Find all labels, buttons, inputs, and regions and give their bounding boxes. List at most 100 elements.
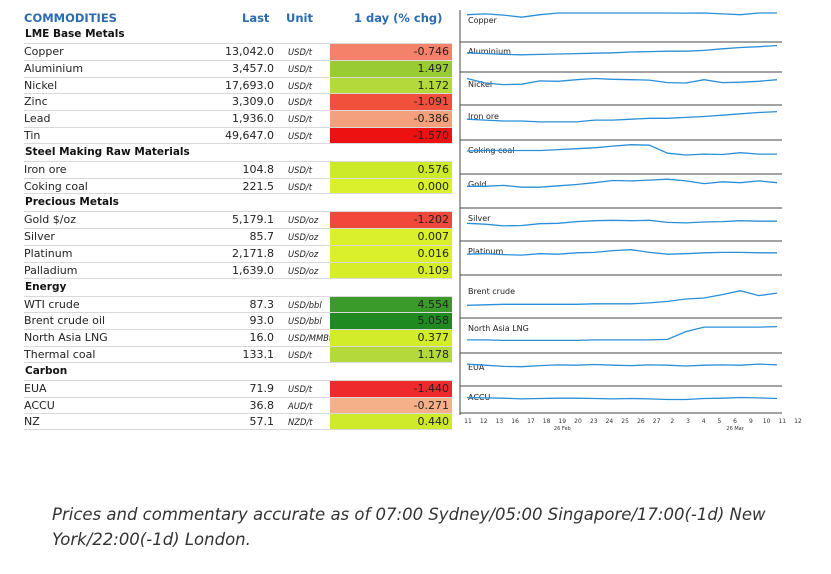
unit: USD/t bbox=[288, 130, 313, 141]
unit: USD/oz bbox=[288, 265, 319, 276]
unit: USD/bbl bbox=[288, 299, 322, 310]
table-row: Iron ore 104.8 USD/t 0.576 bbox=[24, 160, 452, 178]
unit: USD/t bbox=[288, 181, 313, 192]
last-price: 1,639.0 bbox=[232, 263, 274, 277]
x-tick-label: 27 bbox=[653, 418, 661, 425]
sparkline-label: Aluminium bbox=[468, 47, 511, 56]
commodity-name: Palladium bbox=[24, 263, 78, 277]
last-price: 221.5 bbox=[242, 179, 275, 193]
x-tick-label: 3 bbox=[686, 418, 690, 425]
sparkline-series bbox=[466, 110, 778, 123]
sparkline-label: Platinum bbox=[468, 247, 503, 256]
commodity-name: NZ bbox=[24, 415, 40, 429]
sparkline-series bbox=[466, 144, 777, 156]
last-price: 87.3 bbox=[249, 297, 275, 311]
unit: USD/t bbox=[288, 63, 313, 74]
change-cell: -1.570 bbox=[330, 127, 452, 143]
unit: USD/t bbox=[288, 349, 313, 360]
unit: USD/t bbox=[288, 80, 313, 91]
table-header: COMMODITIES Last Unit 1 day (% chg) bbox=[24, 9, 452, 26]
change-cell: 0.000 bbox=[330, 178, 452, 194]
group-rows: EUA 71.9 USD/t -1.440 ACCU 36.8 AUD/t -0.271 NZ 5… bbox=[24, 379, 452, 431]
x-tick-label: 4 bbox=[702, 418, 706, 425]
change-cell: 0.007 bbox=[330, 229, 452, 245]
last-price: 49,647.0 bbox=[225, 128, 274, 142]
unit: USD/t bbox=[288, 97, 313, 108]
unit: USD/t bbox=[288, 164, 313, 175]
unit: USD/t bbox=[288, 383, 313, 394]
commodities-table: COMMODITIES Last Unit 1 day (% chg) LME … bbox=[24, 9, 452, 431]
x-tick-label: 12 bbox=[480, 418, 488, 425]
footnote: Prices and commentary accurate as of 07:… bbox=[52, 505, 766, 549]
x-tick-label: 10 bbox=[763, 418, 771, 425]
change-cell: 0.377 bbox=[330, 330, 452, 346]
table-body: LME Base Metals Copper 13,042.0 USD/t -0.746… bbox=[24, 26, 452, 431]
sparkline-series bbox=[467, 178, 778, 188]
group-header: LME Base Metals bbox=[25, 28, 125, 40]
group-header: Steel Making Raw Materials bbox=[25, 145, 190, 158]
commodity-name: Zinc bbox=[24, 95, 48, 109]
header-last: Last bbox=[242, 11, 270, 25]
commodity-name: Lead bbox=[24, 112, 51, 126]
change-cell: -1.091 bbox=[330, 94, 452, 111]
commodity-name: North Asia LNG bbox=[24, 331, 108, 345]
commodity-name: Aluminium bbox=[24, 61, 84, 75]
table-row: WTI crude 87.3 USD/bbl 4.554 bbox=[24, 295, 452, 313]
table-row: Zinc 3,309.0 USD/t -1.091 bbox=[24, 93, 452, 111]
unit: USD/oz bbox=[288, 215, 319, 226]
table-row: North Asia LNG 16.0 USD/MMBtu 0.377 bbox=[24, 329, 452, 346]
table-row: Brent crude oil 93.0 USD/bbl 5.058 bbox=[24, 312, 452, 330]
x-tick-label: 25 bbox=[621, 418, 629, 425]
last-price: 16.0 bbox=[249, 331, 275, 345]
last-price: 57.1 bbox=[249, 415, 275, 429]
change-cell: 1.497 bbox=[330, 60, 452, 77]
x-tick-label: 26 bbox=[637, 418, 645, 425]
commodity-name: ACCU bbox=[24, 398, 55, 412]
table-row: NZ 57.1 NZD/t 0.440 bbox=[24, 413, 452, 431]
table-row: Thermal coal 133.1 USD/t 1.178 bbox=[24, 345, 452, 363]
sparkline-label: Silver bbox=[468, 214, 491, 223]
x-tick-label: 20 bbox=[574, 418, 582, 425]
table-row: Tin 49,647.0 USD/t -1.570 bbox=[24, 126, 452, 144]
last-price: 71.9 bbox=[249, 381, 275, 395]
commodity-name: Coking coal bbox=[24, 179, 88, 193]
change-cell: 0.440 bbox=[330, 414, 452, 430]
unit: USD/MMBtu bbox=[288, 333, 338, 344]
x-tick-label: 9 bbox=[749, 418, 753, 425]
change-cell: 5.058 bbox=[330, 313, 452, 330]
sparkline-series bbox=[466, 219, 777, 227]
group-rows: Copper 13,042.0 USD/t -0.746 Aluminium 3,457.… bbox=[24, 43, 452, 144]
last-price: 1,936.0 bbox=[232, 112, 274, 126]
sparkline-series bbox=[466, 77, 778, 86]
x-tick-label: 16 bbox=[511, 418, 519, 425]
commodity-name: Nickel bbox=[24, 78, 58, 92]
commodity-name: Brent crude oil bbox=[24, 314, 106, 328]
change-cell: -0.271 bbox=[330, 397, 452, 414]
sparkline-series bbox=[466, 12, 777, 18]
sparkline-label: Copper bbox=[468, 16, 498, 25]
x-tick-label: 24 bbox=[606, 418, 614, 425]
group-header: Precious Metals bbox=[25, 196, 119, 209]
unit: USD/t bbox=[288, 114, 313, 125]
commodity-name: Copper bbox=[24, 45, 64, 58]
x-tick-label: 23 bbox=[590, 418, 598, 425]
change-cell: 1.178 bbox=[330, 346, 452, 362]
x-tick-label: 2 bbox=[670, 418, 674, 425]
sparkline-series bbox=[466, 396, 778, 401]
last-price: 36.8 bbox=[249, 398, 275, 412]
sparkline-label: Brent crude bbox=[468, 287, 515, 296]
x-tick-label: 5 bbox=[717, 418, 721, 425]
header-change: 1 day (% chg) bbox=[354, 11, 443, 25]
last-price: 3,309.0 bbox=[232, 95, 274, 109]
last-price: 3,457.0 bbox=[232, 61, 274, 75]
last-price: 85.7 bbox=[249, 230, 275, 244]
commodity-name: Thermal coal bbox=[24, 347, 96, 361]
sparkline-series bbox=[467, 325, 778, 342]
x-tick-label: 11 bbox=[464, 418, 472, 425]
change-cell: -0.386 bbox=[330, 111, 452, 127]
group-rows: Gold $/oz 5,179.1 USD/oz -1.202 Silver 85.7 US… bbox=[24, 211, 452, 279]
change-cell: 1.172 bbox=[330, 77, 452, 94]
last-price: 2,171.8 bbox=[232, 246, 274, 260]
unit: AUD/t bbox=[288, 400, 313, 411]
